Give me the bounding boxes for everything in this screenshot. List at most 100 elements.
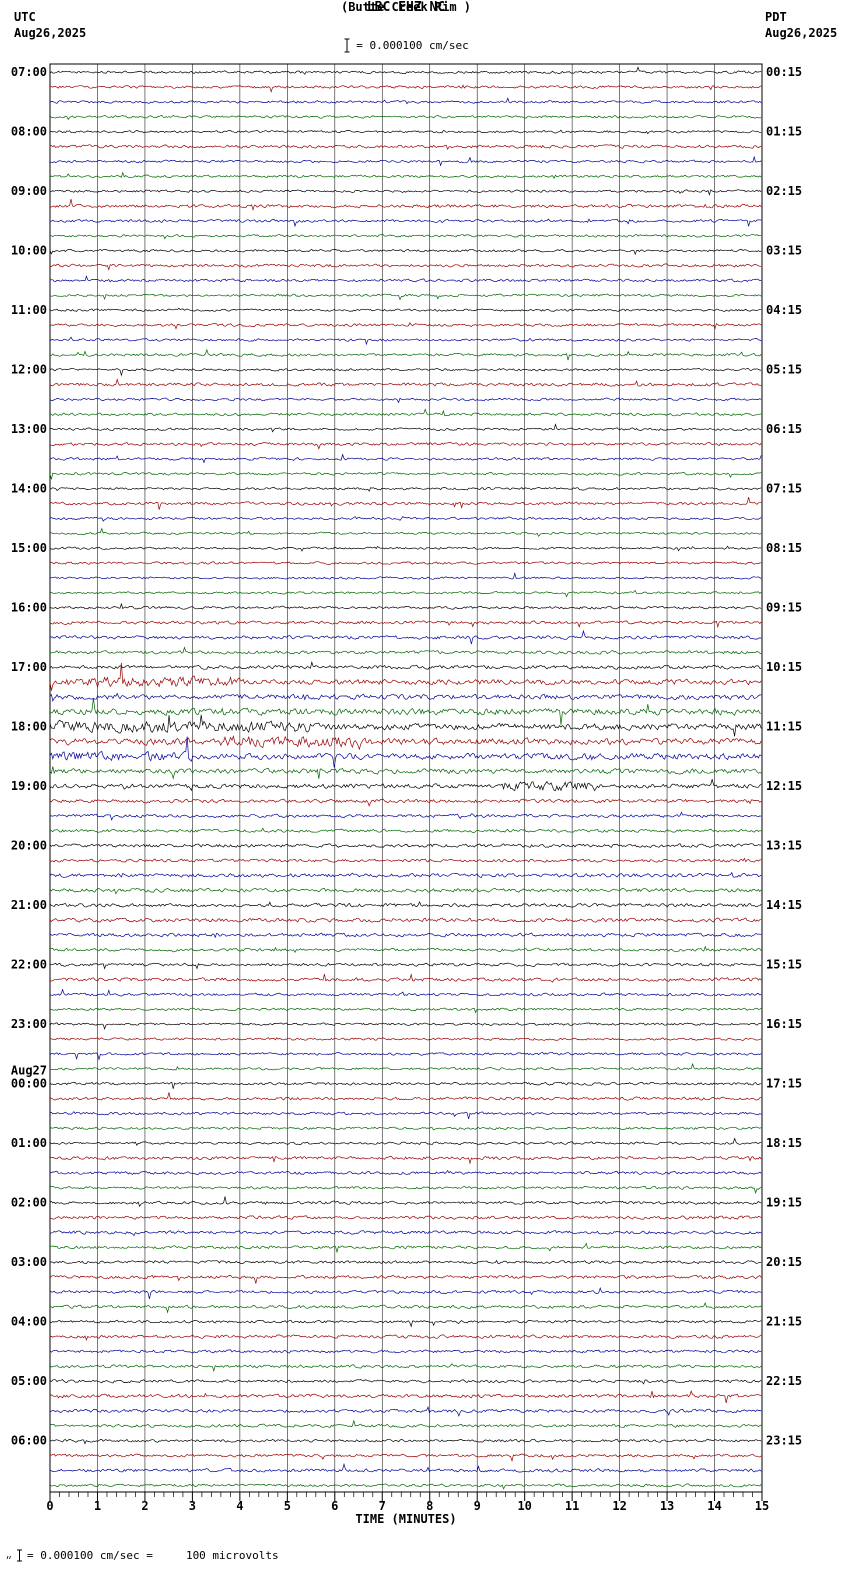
seismogram-trace-row: [49, 189, 762, 196]
utc-hour-label: 06:00: [11, 1434, 47, 1448]
seismogram-trace-row: [49, 843, 762, 848]
seismogram-trace-row: [49, 97, 762, 105]
seismogram-trace-row: [49, 307, 762, 312]
utc-hour-label: 12:00: [11, 363, 47, 377]
pdt-hour-label: 12:15: [766, 779, 802, 793]
seismogram-trace-row: [49, 114, 762, 121]
seismogram-trace-row: [49, 1215, 762, 1220]
seismogram-trace-row: [49, 367, 762, 377]
utc-hour-label: 23:00: [11, 1017, 47, 1031]
seismogram-trace-row: [49, 378, 762, 387]
seismogram-trace-row: [49, 527, 762, 537]
station-title: LBC EHZ NC: [366, 0, 446, 15]
seismogram-trace-row: [49, 571, 762, 580]
x-tick-label: 9: [474, 1499, 481, 1513]
station-subtitle: (Butte Creek Rim ): [340, 0, 472, 14]
seismogram-trace-row: [49, 646, 762, 655]
x-tick-label: 15: [755, 1499, 769, 1513]
seismogram-trace-row: [49, 1379, 762, 1385]
seismogram-trace-row: [49, 917, 762, 923]
pdt-hour-label: 11:15: [766, 720, 802, 734]
scale-indicator: = 0.000100 cm/sec: [0, 38, 812, 53]
seismogram-trace-row: [49, 766, 762, 780]
seismogram-trace-row: [49, 620, 762, 629]
seismogram-trace-row: [49, 1302, 762, 1314]
seismogram-trace-row: [49, 736, 762, 768]
utc-hour-label: 11:00: [11, 303, 47, 317]
x-axis-label: TIME (MINUTES): [355, 1512, 457, 1526]
footer-scale-note: = 0.000100 cm/sec = 100 microvolts: [6, 1549, 279, 1562]
utc-hour-label: 15:00: [11, 541, 47, 555]
seismogram-trace-row: [49, 561, 762, 565]
seismogram-trace-row: [49, 144, 762, 151]
seismogram-trace-row: [49, 1274, 762, 1284]
seismogram-trace-row: [49, 1287, 762, 1299]
utc-hour-label: 17:00: [11, 660, 47, 674]
x-tick-label: 11: [565, 1499, 579, 1513]
seismogram-trace-row: [49, 1259, 762, 1265]
seismogram-trace-row: [49, 545, 762, 552]
pdt-hour-label: 01:15: [766, 125, 802, 139]
seismogram-trace-row: [49, 408, 762, 417]
seismogram-trace-row: [49, 798, 762, 807]
seismogram-trace-row: [49, 515, 762, 522]
utc-day-break-label: Aug27: [11, 1064, 47, 1078]
pdt-hour-label: 16:15: [766, 1017, 802, 1031]
seismogram-trace-row: [49, 1230, 762, 1237]
seismogram-trace-row: [49, 218, 762, 228]
seismogram-trace-row: [49, 945, 762, 954]
seismogram-trace-row: [49, 932, 762, 939]
seismogram-trace-row: [50, 988, 762, 997]
seismogram-trace-row: [49, 662, 762, 691]
pdt-hour-label: 19:15: [766, 1196, 802, 1210]
seismogram-trace-row: [49, 1081, 762, 1089]
utc-hour-label: 05:00: [11, 1374, 47, 1388]
x-tick-label: 2: [141, 1499, 148, 1513]
seismogram-trace-row: [49, 234, 762, 240]
seismogram-trace-row: [49, 129, 762, 135]
footer-scale-bar-icon: [17, 1549, 22, 1562]
seismogram-trace-row: [49, 1137, 762, 1147]
seismogram-trace-row: [49, 589, 762, 598]
pdt-timezone-label: PDT: [765, 10, 787, 24]
x-tick-label: 1: [94, 1499, 101, 1513]
utc-hour-label: 01:00: [11, 1136, 47, 1150]
seismogram-trace-row: [49, 486, 762, 492]
utc-hour-label: 13:00: [11, 422, 47, 436]
pdt-hour-label: 22:15: [766, 1374, 802, 1388]
seismogram-trace-row: [49, 453, 762, 464]
pdt-hour-label: 14:15: [766, 898, 802, 912]
x-tick-label: 5: [284, 1499, 291, 1513]
seismogram-trace-row: [49, 1196, 762, 1208]
utc-hour-label: 18:00: [11, 720, 47, 734]
pdt-date-label: Aug26,2025: [765, 26, 838, 40]
seismogram-trace-row: [49, 248, 762, 256]
x-tick-label: 13: [660, 1499, 674, 1513]
utc-hour-label: 20:00: [11, 839, 47, 853]
seismogram-trace-row: [49, 1462, 762, 1473]
seismogram-trace-row: [49, 348, 762, 361]
seismogram-trace-row: [49, 397, 762, 404]
seismogram-trace-row: [49, 629, 762, 645]
utc-hour-label: 07:00: [11, 65, 47, 79]
x-tick-label: 6: [331, 1499, 338, 1513]
utc-timezone-label: UTC: [14, 10, 36, 24]
footer-scale-text: = 0.000100 cm/sec = 100 microvolts: [27, 1549, 279, 1562]
pdt-hour-label: 18:15: [766, 1136, 802, 1150]
seismogram-trace-row: [49, 1062, 762, 1071]
seismogram-trace-row: [49, 155, 762, 167]
seismogram-trace-row: [49, 1052, 762, 1061]
seismogram-trace-row: [49, 441, 762, 450]
pdt-hour-label: 13:15: [766, 839, 802, 853]
seismogram-trace-row: [49, 1111, 762, 1119]
utc-hour-label: 19:00: [11, 779, 47, 793]
x-tick-label: 3: [189, 1499, 196, 1513]
seismogram-trace-row: [49, 811, 762, 821]
pdt-hour-label: 15:15: [766, 958, 802, 972]
seismogram-trace-row: [49, 827, 762, 833]
seismogram-trace-row: [49, 1334, 762, 1342]
seismogram-trace-row: [49, 497, 762, 510]
scale-text: = 0.000100 cm/sec: [356, 39, 469, 52]
seismogram-trace-row: [49, 1185, 762, 1195]
